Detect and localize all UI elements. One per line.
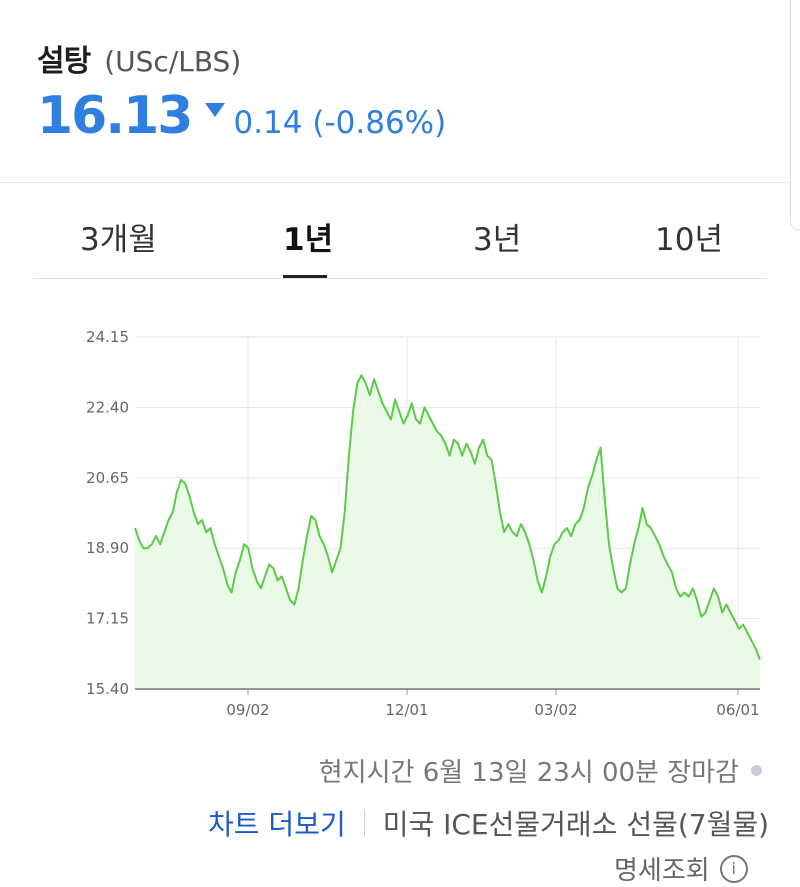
tab-10-years[interactable]: 10년 [655, 222, 723, 258]
commodity-unit: (USc/LBS) [104, 45, 242, 78]
x-tick-label: 03/02 [534, 701, 577, 719]
tab-1-year[interactable]: 1년 [283, 222, 334, 258]
y-tick-label: 20.65 [86, 469, 129, 487]
y-tick-label: 22.40 [86, 398, 129, 416]
y-tick-label: 15.40 [86, 680, 129, 698]
footer-links: 차트 더보기 미국 ICE선물거래소 선물(7월물) [208, 803, 769, 843]
period-tabs: 3개월 1년 3년 10년 [33, 200, 767, 279]
price-area-fill [135, 375, 760, 689]
current-price: 16.13 [37, 86, 193, 146]
x-tick-label: 12/01 [385, 701, 428, 719]
header-divider [0, 182, 790, 183]
market-status: 현지시간 6월 13일 23시 00분 장마감 [319, 752, 762, 789]
y-tick-label: 24.15 [86, 328, 129, 346]
x-tick-label: 06/01 [716, 701, 759, 719]
status-dot [751, 765, 762, 776]
title-row: 설탕 (USc/LBS) [37, 36, 241, 80]
detail-link[interactable]: 명세조회 [614, 856, 710, 886]
tab-3-years[interactable]: 3년 [473, 222, 522, 258]
price-chart[interactable]: 24.15 22.40 20.65 18.90 17.15 15.40 09/02 12/01… [70, 325, 770, 735]
divider [363, 810, 365, 836]
tab-3-months[interactable]: 3개월 [80, 222, 157, 258]
down-arrow-icon [205, 103, 226, 117]
scroll-edge [790, 0, 800, 231]
exchange-info: 미국 ICE선물거래소 선물(7월물) [382, 808, 770, 841]
quote-header: 설탕 (USc/LBS) 16.13 0.14 (-0.86%) [0, 0, 800, 182]
y-tick-label: 17.15 [86, 610, 129, 628]
x-tick-label: 09/02 [226, 701, 269, 719]
price-row: 16.13 0.14 (-0.86%) [37, 86, 446, 146]
detail-row: 명세조회 i [614, 850, 748, 887]
y-tick-label: 18.90 [86, 539, 129, 557]
info-icon[interactable]: i [719, 854, 748, 883]
more-chart-link[interactable]: 차트 더보기 [208, 808, 346, 841]
price-change: 0.14 (-0.86%) [233, 105, 447, 141]
commodity-title: 설탕 [37, 44, 91, 79]
market-status-text: 현지시간 6월 13일 23시 00분 장마감 [318, 758, 739, 788]
price-line [134, 374, 761, 660]
active-tab-indicator [283, 275, 327, 278]
